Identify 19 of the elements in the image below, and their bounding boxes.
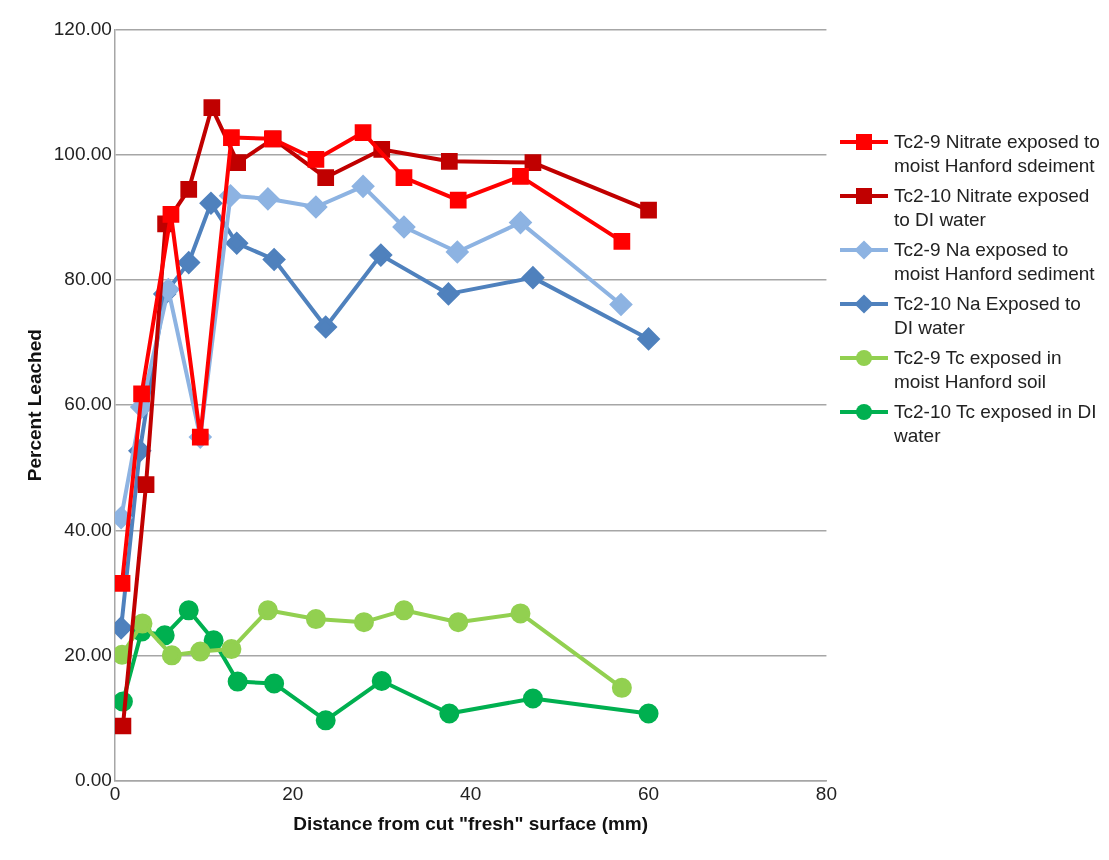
y-tick-label: 60.00 xyxy=(64,393,112,415)
y-tick-label: 0.00 xyxy=(74,768,112,790)
y-tick-label: 40.00 xyxy=(64,518,112,540)
y-tick-label: 120.00 xyxy=(53,18,112,40)
x-tick-label: 80 xyxy=(815,783,837,805)
legend-label: Tc2-10 Tc exposed in DI water xyxy=(894,400,1098,448)
x-axis-title: Distance from cut "fresh" surface (mm) xyxy=(293,812,649,834)
x-tick-label: 40 xyxy=(460,783,482,805)
legend-label: Tc2-9 Na exposed to moist Hanford sediment xyxy=(894,238,1096,286)
y-axis-title: Percent Leached xyxy=(23,329,45,482)
legend-label: Tc2-10 Nitrate exposed to DI water xyxy=(894,184,1091,232)
x-tick-label: 20 xyxy=(282,783,304,805)
y-tick-label: 80.00 xyxy=(64,268,112,290)
legend-label: Tc2-10 Na Exposed to DI water xyxy=(894,292,1082,340)
legend-label: Tc2-9 Tc exposed in moist Hanford soil xyxy=(894,346,1063,394)
x-tick-label: 60 xyxy=(637,783,660,805)
legend-label: Tc2-9 Nitrate exposed to moist Hanford sdeiment xyxy=(894,130,1100,178)
y-tick-label: 20.00 xyxy=(64,643,112,665)
y-tick-label: 100.00 xyxy=(53,143,112,165)
